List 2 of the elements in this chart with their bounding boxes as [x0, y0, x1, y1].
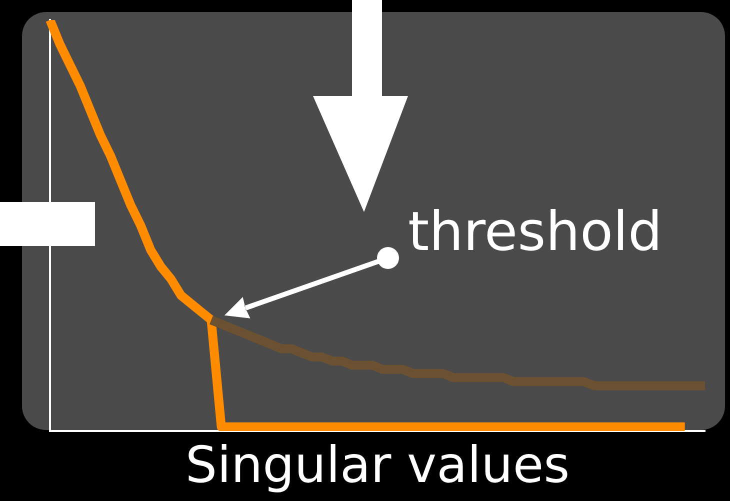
x-axis-title: Singular values: [185, 436, 570, 494]
annotation: threshold: [408, 200, 662, 263]
